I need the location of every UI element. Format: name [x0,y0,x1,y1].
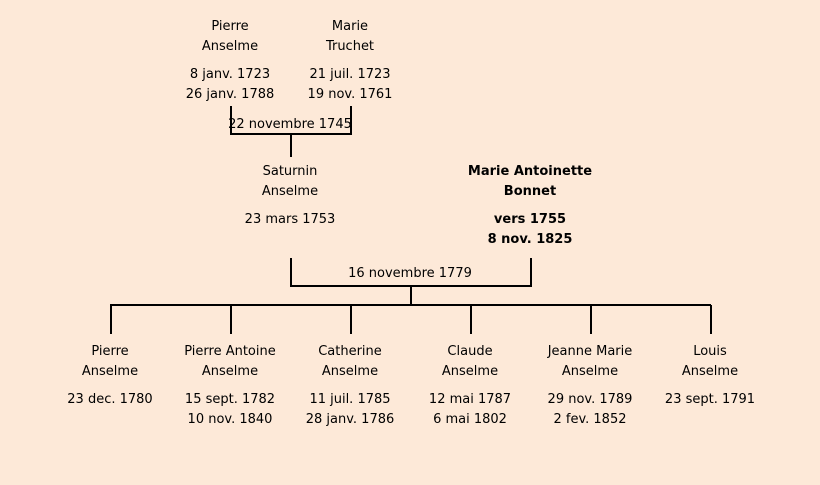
first-name: Pierre Antoine [184,344,276,359]
first-name: Saturnin [262,164,318,179]
person-saturnin-anselme: Saturnin Anselme 23 mars 1753 [215,162,365,230]
birth-date: 11 juil. 1785 [309,392,391,407]
first-name: Marie [331,19,369,34]
last-name: Anselme [201,39,259,54]
last-name: Bonnet [503,184,557,199]
birth-date: 23 sept. 1791 [664,392,756,407]
first-name: Jeanne Marie [547,344,633,359]
marriage-date-grandparents: 22 novembre 1745 [228,117,352,132]
person-child: Claude Anselme 12 mai 1787 6 mai 1802 [395,342,545,430]
last-name: Anselme [561,364,619,379]
birth-date: 15 sept. 1782 [184,392,276,407]
birth-date: 23 mars 1753 [244,212,336,227]
death-date: 6 mai 1802 [433,412,507,427]
last-name: Anselme [81,364,139,379]
last-name: Anselme [441,364,499,379]
birth-date: 29 nov. 1789 [547,392,633,407]
first-name: Marie Antoinette [467,164,593,179]
first-name: Claude [447,344,493,359]
death-date: 26 janv. 1788 [185,87,275,102]
birth-date: vers 1755 [493,212,567,227]
person-child: Jeanne Marie Anselme 29 nov. 1789 2 fev.… [515,342,665,430]
last-name: Anselme [321,364,379,379]
first-name: Pierre [211,19,249,34]
last-name: Truchet [325,39,375,54]
last-name: Anselme [681,364,739,379]
person-child: Pierre Anselme 23 dec. 1780 [35,342,185,410]
birth-date: 8 janv. 1723 [189,67,271,82]
last-name: Anselme [201,364,259,379]
person-pierre-anselme-grandfather: Pierre Anselme 8 janv. 1723 26 janv. 178… [155,17,305,105]
death-date: 28 janv. 1786 [305,412,395,427]
first-name: Pierre [91,344,129,359]
person-marie-antoinette-bonnet: Marie Antoinette Bonnet vers 1755 8 nov.… [455,162,605,250]
person-child: Pierre Antoine Anselme 15 sept. 1782 10 … [155,342,305,430]
birth-date: 23 dec. 1780 [67,392,153,407]
death-date: 10 nov. 1840 [187,412,273,427]
marriage-date-parents: 16 novembre 1779 [348,266,472,281]
person-child: Louis Anselme 23 sept. 1791 [635,342,785,410]
person-marie-truchet: Marie Truchet 21 juil. 1723 19 nov. 1761 [275,17,425,105]
birth-date: 12 mai 1787 [428,392,512,407]
person-child: Catherine Anselme 11 juil. 1785 28 janv.… [275,342,425,430]
death-date: 2 fev. 1852 [553,412,627,427]
death-date: 19 nov. 1761 [307,87,393,102]
death-date: 8 nov. 1825 [487,232,573,247]
first-name: Louis [693,344,727,359]
first-name: Catherine [318,344,382,359]
last-name: Anselme [261,184,319,199]
birth-date: 21 juil. 1723 [309,67,391,82]
